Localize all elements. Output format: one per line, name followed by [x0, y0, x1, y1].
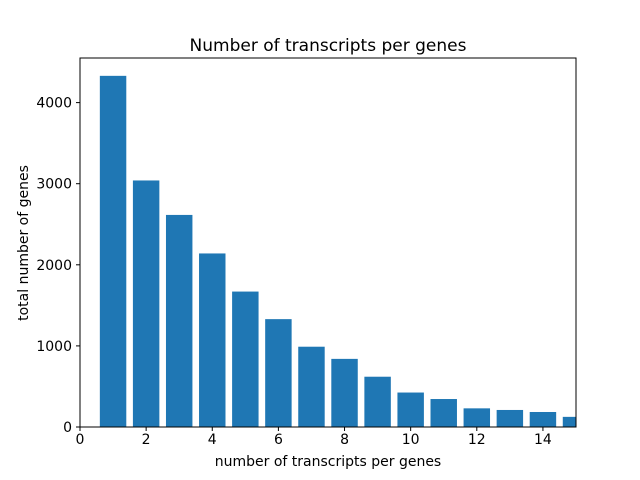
x-tick-label: 6 — [274, 432, 283, 448]
bar — [529, 411, 557, 427]
bar — [99, 75, 127, 427]
x-tick-label: 12 — [468, 432, 486, 448]
bar — [165, 214, 193, 427]
bar — [496, 409, 524, 427]
bar — [397, 392, 424, 427]
x-tick-label: 2 — [142, 432, 151, 448]
bar — [364, 376, 391, 427]
chart-title: Number of transcripts per genes — [189, 36, 467, 56]
y-tick-label: 3000 — [36, 177, 72, 193]
bar — [463, 408, 491, 427]
x-axis-label: number of transcripts per genes — [214, 454, 442, 470]
bar — [298, 346, 325, 427]
bar — [232, 291, 259, 427]
x-tick-label: 4 — [208, 432, 217, 448]
bar — [132, 180, 160, 427]
bar — [265, 319, 292, 427]
y-tick-label: 4000 — [36, 96, 72, 112]
bar — [562, 416, 576, 427]
axes-border — [79, 57, 577, 428]
bar — [331, 358, 358, 427]
x-tick-label: 0 — [76, 432, 85, 448]
y-tick-label: 0 — [63, 420, 72, 436]
x-tick-label: 10 — [402, 432, 420, 448]
y-tick-label: 1000 — [36, 339, 72, 355]
y-tick-label: 2000 — [36, 258, 72, 274]
x-tick-label: 8 — [340, 432, 349, 448]
bar — [199, 253, 226, 427]
bar — [430, 399, 457, 427]
x-tick-label: 14 — [534, 432, 552, 448]
